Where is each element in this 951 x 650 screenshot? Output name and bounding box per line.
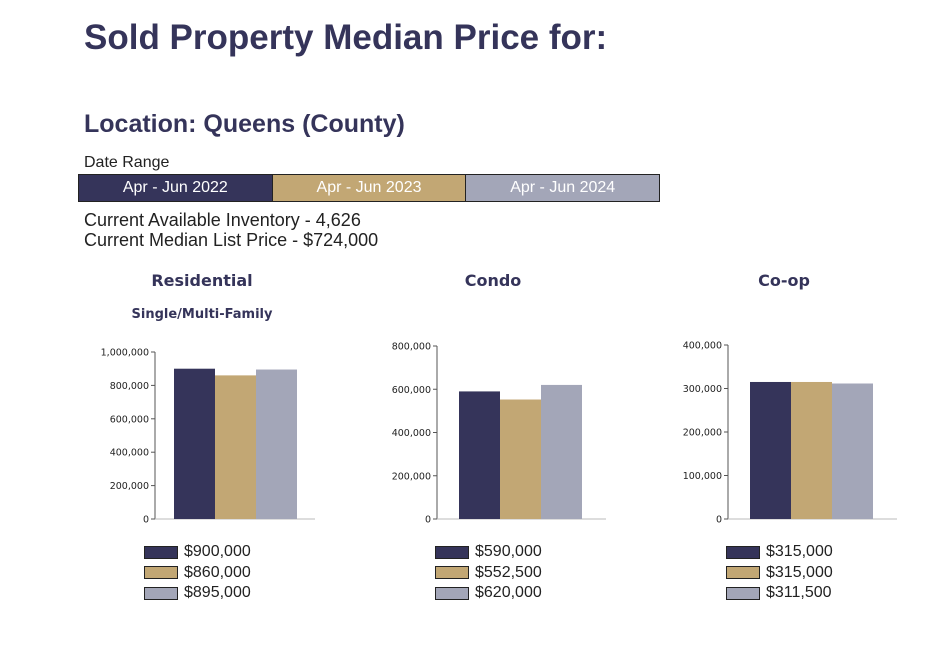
y-tick-label: 400,000: [110, 448, 149, 459]
y-tick-label: 200,000: [683, 428, 722, 439]
legend-swatch: [144, 586, 178, 600]
legend-swatch: [726, 545, 760, 559]
bar: [832, 383, 873, 519]
y-tick-label: 800,000: [392, 342, 431, 353]
condo-legend: $590,000 $552,500 $620,000: [435, 542, 542, 604]
legend-swatch: [435, 545, 469, 559]
legend-swatch: [435, 566, 469, 580]
y-tick-label: 300,000: [683, 384, 722, 395]
bar: [500, 399, 541, 519]
coop-chart: 0 100,000 200,000 300,000 400,000: [683, 341, 897, 526]
date-range-2024: Apr - Jun 2024: [465, 175, 660, 201]
legend-value: $895,000: [184, 584, 251, 602]
legend-swatch: [726, 566, 760, 580]
y-tick-label: 1,000,000: [101, 348, 149, 359]
page-title: Sold Property Median Price for:: [84, 18, 608, 57]
bar: [791, 381, 832, 519]
y-tick-label: 800,000: [110, 381, 149, 392]
residential-chart: 0 200,000 400,000 600,000 800,000 1,000,000: [101, 348, 315, 526]
bar: [541, 384, 582, 519]
y-tick-label: 400,000: [392, 428, 431, 439]
y-tick-label: 0: [143, 515, 149, 526]
legend-item: $315,000: [726, 563, 833, 584]
bar: [750, 381, 791, 519]
bar: [256, 369, 297, 519]
inventory-stats: Current Available Inventory - 4,626 Curr…: [84, 210, 378, 250]
legend-item: $552,500: [435, 563, 542, 584]
legend-item: $311,500: [726, 583, 833, 604]
date-range-label: Date Range: [84, 154, 170, 171]
legend-swatch: [144, 545, 178, 559]
condo-chart: 0 200,000 400,000 600,000 800,000: [392, 342, 606, 526]
legend-value: $311,500: [766, 584, 832, 602]
bar: [215, 375, 256, 519]
legend-swatch: [435, 586, 469, 600]
date-range-2022: Apr - Jun 2022: [79, 175, 272, 201]
legend-item: $620,000: [435, 583, 542, 604]
bar: [459, 391, 500, 519]
coop-chart-title: Co-op: [758, 271, 810, 290]
legend-value: $620,000: [475, 584, 542, 602]
legend-value: $315,000: [766, 563, 833, 581]
legend-value: $590,000: [475, 543, 542, 561]
coop-legend: $315,000 $315,000 $311,500: [726, 542, 833, 604]
legend-item: $895,000: [144, 583, 251, 604]
condo-chart-title: Condo: [464, 271, 522, 290]
y-tick-label: 400,000: [683, 341, 722, 352]
legend-value: $900,000: [184, 543, 251, 561]
y-tick-label: 200,000: [392, 471, 431, 482]
y-tick-label: 100,000: [683, 471, 722, 482]
date-range-bar: Apr - Jun 2022 Apr - Jun 2023 Apr - Jun …: [78, 174, 660, 202]
y-tick-label: 0: [716, 515, 722, 526]
y-tick-label: 600,000: [392, 385, 431, 396]
y-tick-label: 200,000: [110, 481, 149, 492]
legend-swatch: [726, 586, 760, 600]
legend-value: $552,500: [475, 563, 542, 581]
date-range-2023: Apr - Jun 2023: [271, 175, 466, 201]
location-heading: Location: Queens (County): [84, 110, 405, 138]
bar: [174, 368, 215, 519]
legend-value: $315,000: [766, 543, 833, 561]
residential-legend: $900,000 $860,000 $895,000: [144, 542, 251, 604]
y-tick-label: 0: [425, 515, 431, 526]
legend-item: $860,000: [144, 563, 251, 584]
legend-swatch: [144, 566, 178, 580]
legend-item: $900,000: [144, 542, 251, 563]
legend-value: $860,000: [184, 563, 251, 581]
legend-item: $590,000: [435, 542, 542, 563]
residential-chart-subtitle: Single/Multi-Family: [131, 307, 273, 322]
available-inventory: Current Available Inventory - 4,626: [84, 210, 361, 230]
median-list-price: Current Median List Price - $724,000: [84, 230, 379, 250]
y-tick-label: 600,000: [110, 414, 149, 425]
residential-chart-title: Residential: [151, 271, 253, 290]
legend-item: $315,000: [726, 542, 833, 563]
